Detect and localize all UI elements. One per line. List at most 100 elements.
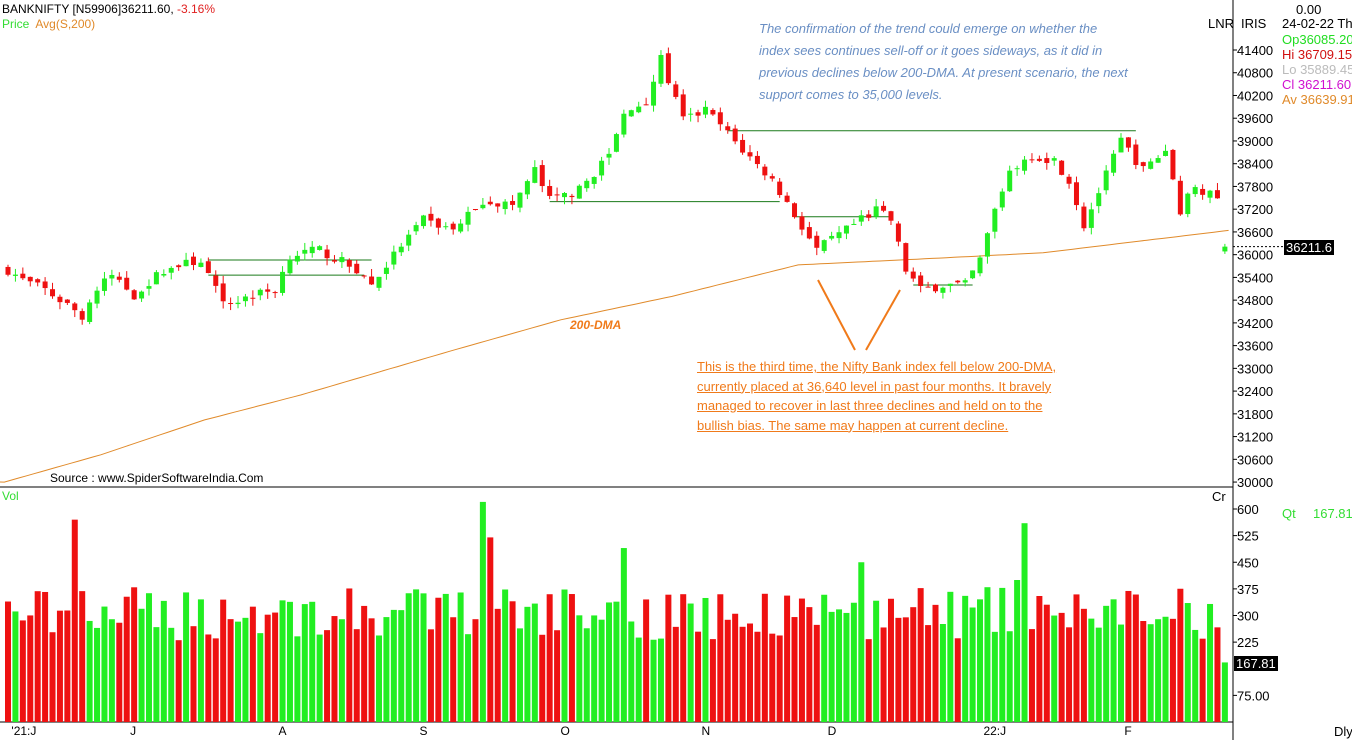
volume-bar — [405, 593, 412, 722]
volume-bar — [56, 610, 63, 722]
candle-up — [1148, 161, 1154, 169]
volume-bar — [42, 591, 49, 722]
candle-down — [369, 276, 375, 285]
candle-up — [1163, 150, 1169, 156]
candle-down — [1044, 158, 1050, 163]
candle-up — [636, 106, 642, 113]
last-price-tag: 36211.6 — [1284, 240, 1335, 255]
candle-down — [792, 203, 798, 218]
candle-up — [1007, 170, 1013, 192]
candle-down — [547, 186, 553, 196]
volume-bar — [1088, 618, 1095, 722]
candle-down — [20, 273, 26, 279]
volume-bar — [606, 602, 613, 722]
volume-bar — [1110, 599, 1117, 722]
candle-up — [413, 225, 419, 232]
candle-up — [1096, 193, 1102, 207]
price-tick-label: 36600 — [1237, 225, 1273, 240]
candle-up — [962, 280, 968, 283]
candle-up — [109, 274, 115, 279]
volume-bar — [1162, 616, 1169, 722]
candle-down — [205, 261, 211, 274]
candle-down — [450, 223, 456, 230]
candle-up — [621, 113, 627, 135]
candle-up — [1222, 246, 1228, 252]
volume-bar — [123, 596, 130, 722]
volume-bar — [984, 587, 991, 722]
candle-up — [458, 223, 464, 232]
qt-value: 167.81 — [1313, 506, 1352, 521]
candle-down — [495, 203, 501, 207]
candle-down — [265, 289, 271, 292]
volume-bar — [272, 612, 279, 722]
volume-bar — [1132, 594, 1139, 722]
candle-up — [999, 191, 1005, 208]
symbol-header: BANKNIFTY [N59906]36211.60, -3.16% — [2, 2, 215, 16]
candle-down — [680, 94, 686, 117]
volume-bar — [939, 623, 946, 722]
candle-down — [762, 166, 768, 176]
price-tick-label: 33000 — [1237, 361, 1273, 376]
candle-up — [940, 287, 946, 293]
candle-up — [584, 180, 590, 189]
volume-bar — [309, 601, 316, 722]
candle-down — [784, 195, 790, 202]
volume-bar — [591, 615, 598, 722]
candle-down — [1214, 190, 1220, 199]
volume-bar — [776, 635, 783, 722]
volume-bar — [925, 625, 932, 722]
candle-up — [1185, 193, 1191, 215]
volume-bar — [12, 611, 19, 722]
volume-bar — [494, 608, 501, 722]
candle-up — [947, 283, 953, 286]
x-tick-label: N — [701, 724, 710, 738]
candle-up — [280, 271, 286, 293]
candle-up — [658, 54, 664, 84]
volume-bar — [509, 601, 516, 722]
volume-bar — [821, 594, 828, 722]
period-label: Dly — [1334, 724, 1352, 739]
volume-bar — [865, 639, 872, 722]
open-readout: Op36085.20 — [1282, 32, 1352, 47]
volume-bar — [27, 615, 34, 722]
volume-bar — [79, 591, 86, 722]
volume-bar — [1192, 629, 1199, 722]
price-tick-label: 35400 — [1237, 270, 1273, 285]
lnr-toggle[interactable]: LNR — [1208, 16, 1235, 31]
volume-bar — [346, 588, 353, 722]
volume-bar — [1169, 618, 1176, 722]
candle-up — [398, 246, 404, 253]
candle-up — [599, 160, 605, 176]
volume-bar — [850, 602, 857, 722]
price-tick-label: 33600 — [1237, 339, 1273, 354]
volume-bar — [1058, 612, 1065, 722]
candle-up — [606, 153, 612, 158]
volume-bar — [991, 631, 998, 722]
candle-up — [1014, 168, 1020, 170]
volume-bar — [576, 615, 583, 722]
candle-up — [628, 110, 634, 117]
volume-bar — [1184, 603, 1191, 722]
candle-up — [161, 273, 167, 276]
volume-bar — [1036, 596, 1043, 722]
candle-up — [146, 286, 152, 289]
candle-up — [858, 215, 864, 222]
close-readout: Cl 36211.60 — [1282, 77, 1352, 92]
volume-bar — [717, 594, 724, 722]
candle-down — [725, 126, 731, 131]
volume-bar — [49, 632, 56, 722]
volume-bar — [999, 587, 1006, 722]
candle-up — [576, 185, 582, 199]
price-tick-label: 34200 — [1237, 316, 1273, 331]
candle-down — [131, 290, 137, 300]
volume-bar — [353, 629, 360, 722]
candle-down — [903, 243, 909, 272]
candle-down — [569, 195, 575, 198]
x-tick-label: 22:J — [983, 724, 1006, 738]
candle-down — [955, 280, 961, 283]
candle-up — [613, 134, 619, 152]
candle-up — [524, 181, 530, 195]
legend-avg: Avg(S,200) — [35, 17, 96, 31]
candle-down — [272, 292, 278, 294]
candle-up — [984, 233, 990, 257]
